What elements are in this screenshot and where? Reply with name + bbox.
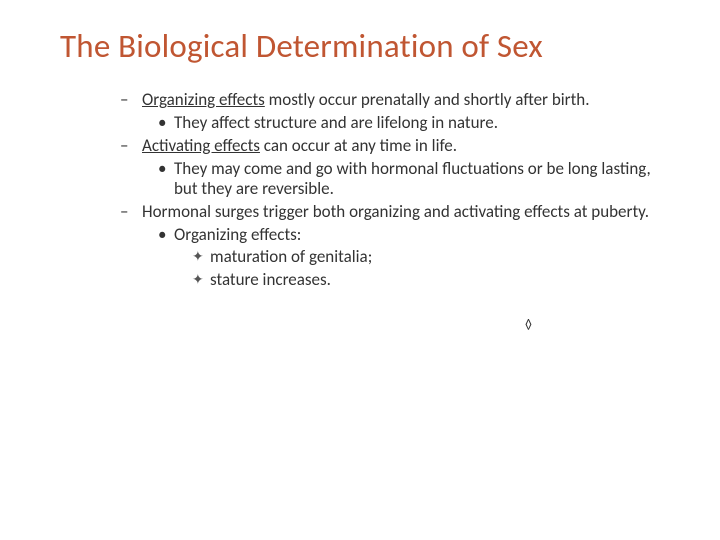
bullet-text: mostly occur prenatally and shortly afte… bbox=[265, 89, 590, 110]
bullet-level3: stature increases. bbox=[120, 270, 666, 291]
italic-lead: Organizing effects bbox=[142, 89, 265, 110]
bullet-level1: Hormonal surges trigger both organizing … bbox=[120, 202, 666, 223]
bullet-level2: They may come and go with hormonal fluct… bbox=[120, 159, 666, 200]
bullet-level2: They affect structure and are lifelong i… bbox=[120, 113, 666, 134]
slide-title: The Biological Determination of Sex bbox=[60, 28, 672, 64]
diamond-glyph-icon: ◊ bbox=[525, 316, 532, 333]
bullet-level3: maturation of genitalia; bbox=[120, 247, 666, 268]
bullet-text: can occur at any time in life. bbox=[260, 135, 457, 156]
bullet-level1: Organizing effects mostly occur prenatal… bbox=[120, 90, 666, 111]
bullet-level2: Organizing effects: bbox=[120, 225, 666, 246]
italic-lead: Activating effects bbox=[142, 135, 260, 156]
slide-body: Organizing effects mostly occur prenatal… bbox=[60, 90, 672, 291]
slide: The Biological Determination of Sex Orga… bbox=[0, 0, 720, 540]
bullet-level1: Activating effects can occur at any time… bbox=[120, 136, 666, 157]
